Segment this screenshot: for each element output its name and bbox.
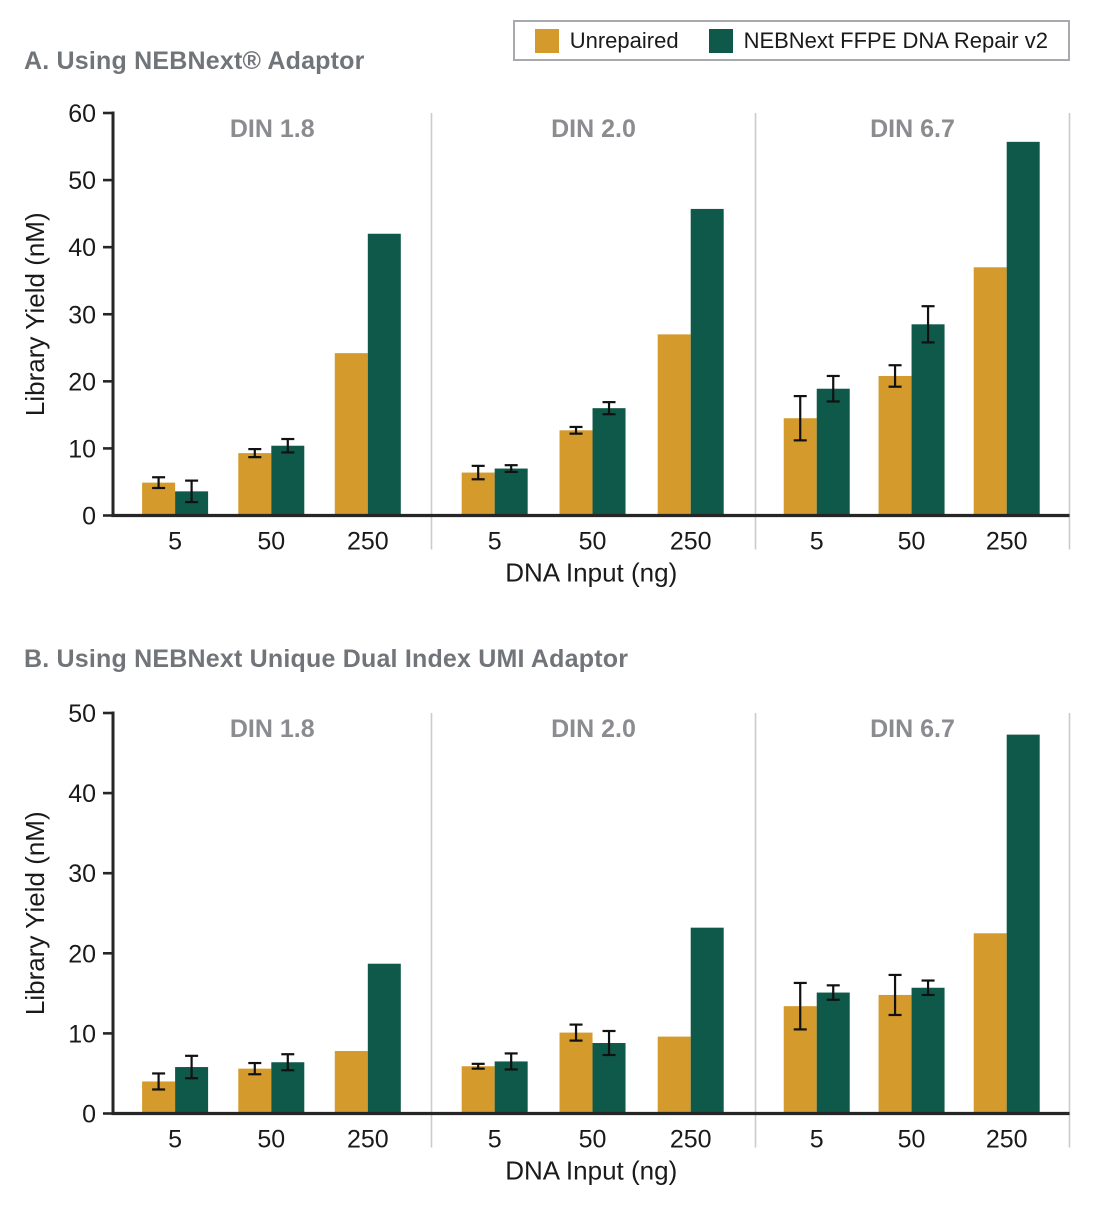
legend-item-unrepaired: Unrepaired	[534, 27, 679, 54]
y-tick-label: 50	[68, 700, 96, 728]
bar	[559, 430, 593, 516]
legend-label-unrepaired: Unrepaired	[569, 27, 679, 53]
facet-label: DIN 6.7	[870, 715, 955, 743]
y-tick-label: 40	[68, 234, 96, 262]
bar	[334, 353, 368, 516]
facet-label: DIN 1.8	[230, 115, 315, 143]
x-tick-label: 50	[898, 1126, 926, 1154]
bar	[973, 267, 1007, 516]
x-tick-label: 5	[488, 1126, 502, 1154]
y-tick-label: 10	[68, 1020, 96, 1048]
x-tick-label: 250	[986, 1126, 1028, 1154]
bar	[911, 324, 945, 516]
x-tick-label: 250	[347, 1126, 389, 1154]
bar	[1006, 141, 1040, 516]
bar	[657, 1036, 691, 1114]
y-tick-label: 0	[82, 503, 96, 531]
bar	[238, 453, 272, 516]
y-tick-label: 60	[68, 100, 96, 128]
legend-item-repaired: NEBNext FFPE DNA Repair v2	[708, 27, 1048, 54]
y-tick-label: 10	[68, 435, 96, 463]
bar	[238, 1068, 272, 1114]
x-tick-label: 5	[810, 1126, 824, 1154]
x-tick-label: 50	[579, 528, 607, 556]
x-tick-label: 5	[488, 528, 502, 556]
y-axis-title: Library Yield (nM)	[20, 811, 50, 1015]
legend: Unrepaired NEBNext FFPE DNA Repair v2	[512, 20, 1070, 61]
bar	[690, 208, 724, 516]
bar	[878, 375, 912, 516]
repaired-swatch-icon	[708, 28, 733, 53]
x-tick-label: 5	[810, 528, 824, 556]
x-tick-label: 5	[168, 1126, 182, 1154]
bar	[592, 408, 626, 516]
bar	[690, 927, 724, 1114]
y-tick-label: 30	[68, 301, 96, 329]
legend-label-repaired: NEBNext FFPE DNA Repair v2	[743, 27, 1048, 53]
unrepaired-swatch-icon	[534, 28, 559, 53]
x-tick-label: 250	[670, 1126, 712, 1154]
y-tick-label: 40	[68, 780, 96, 808]
facet-label: DIN 1.8	[230, 715, 315, 743]
y-axis-title: Library Yield (nM)	[20, 212, 50, 416]
bar	[271, 445, 305, 516]
bar	[816, 992, 850, 1114]
x-tick-label: 50	[257, 1126, 285, 1154]
x-tick-label: 50	[579, 1126, 607, 1154]
bar	[559, 1032, 593, 1114]
x-tick-label: 5	[168, 528, 182, 556]
x-tick-label: 50	[257, 528, 285, 556]
bar	[494, 468, 528, 516]
bar	[367, 963, 401, 1114]
x-axis-title: DNA Input (ng)	[505, 558, 677, 588]
facet-label: DIN 2.0	[551, 715, 636, 743]
y-tick-label: 20	[68, 368, 96, 396]
bar	[334, 1051, 368, 1114]
x-tick-label: 250	[347, 528, 389, 556]
x-tick-label: 250	[670, 528, 712, 556]
bar	[461, 1066, 495, 1114]
bar	[657, 334, 691, 516]
x-tick-label: 50	[898, 528, 926, 556]
y-tick-label: 20	[68, 940, 96, 968]
bar	[973, 933, 1007, 1114]
bar	[1006, 734, 1040, 1114]
x-tick-label: 250	[986, 528, 1028, 556]
bar	[816, 388, 850, 516]
panel-a-title: A. Using NEBNext® Adaptor	[24, 47, 365, 75]
y-tick-label: 30	[68, 860, 96, 888]
facet-label: DIN 6.7	[870, 115, 955, 143]
x-axis-title: DNA Input (ng)	[505, 1156, 677, 1186]
y-tick-label: 50	[68, 167, 96, 195]
panel-b-title: B. Using NEBNext Unique Dual Index UMI A…	[24, 645, 629, 673]
y-tick-label: 0	[82, 1101, 96, 1129]
bar	[367, 233, 401, 516]
bar	[911, 987, 945, 1114]
facet-label: DIN 2.0	[551, 115, 636, 143]
